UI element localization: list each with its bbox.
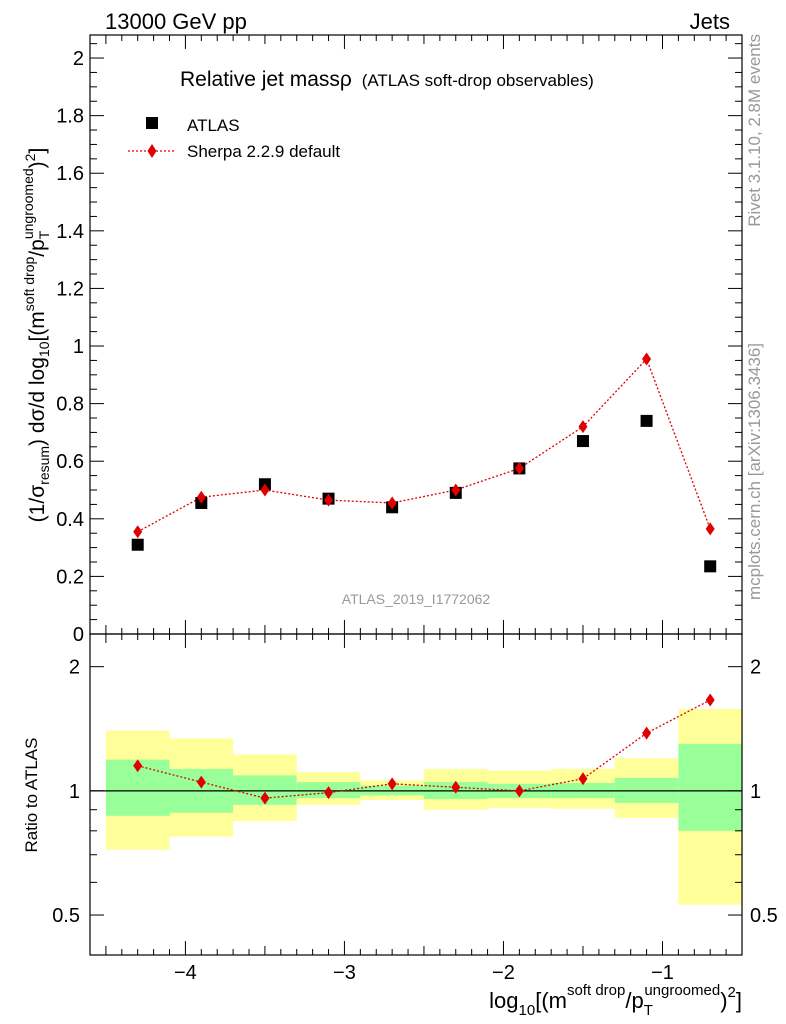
legend-marker-atlas [146,117,158,129]
sherpa-point [578,420,588,434]
ratio-sherpa-point [705,693,715,707]
sherpa-line [137,357,711,533]
header-right: Jets [690,9,730,34]
sherpa-point [514,461,524,475]
title-main: Relative jet mass [180,68,340,91]
legend-label-atlas: ATLAS [187,116,240,135]
x-tick-label: −1 [651,962,674,984]
ratio-y-tick-label-left: 2 [69,657,80,679]
watermark: ATLAS_2019_I1772062 [342,591,491,607]
ratio-ticks: −4 −3 −2 −1 0.5 0.5 1 1 2 2 [52,633,778,984]
atlas-point [131,538,144,551]
ratio-ylabel: Ratio to ATLAS [22,738,41,853]
title-sub: (ATLAS soft-drop observables) [362,71,594,90]
ratio-y-tick-label-left: 0.5 [52,905,80,927]
y-tick-label: 0.6 [56,451,84,473]
ratio-y-tick-label-right: 0.5 [750,905,778,927]
y-tick-label: 1.2 [56,278,84,300]
x-tick-label: −4 [174,962,197,984]
y-tick-label: 0.8 [56,394,84,416]
ratio-sherpa-point [133,759,143,773]
mcplots-label: mcplots.cern.ch [arXiv:1306.3436] [745,343,764,600]
ratio-sherpa-point [642,726,652,740]
svg-text:Relative jet massρ (AT: Relative jet massρ (ATLAS soft-drop obse… [180,68,594,91]
main-ylabel: (1/σresum) dσ/d log10[(msoft drop/pTungr… [20,148,52,523]
y-tick-label: 0.4 [56,509,84,531]
ratio-marks [90,693,742,805]
sherpa-point [705,522,715,536]
sherpa-point [387,496,397,510]
y-tick-label: 1.6 [56,163,84,185]
ratio-frame [89,633,743,956]
atlas-point [704,560,717,573]
y-tick-label: 0.2 [56,566,84,588]
atlas-point [640,414,653,427]
chart-title: Relative jet massρ (ATLAS soft-drop obse… [180,68,594,91]
ratio-y-tick-label-right: 2 [750,657,761,679]
x-tick-label: −2 [492,962,515,984]
y-tick-label: 2 [73,48,84,70]
ratio-y-tick-label-right: 1 [750,781,761,803]
sherpa-point [133,525,143,539]
sherpa-point [324,493,334,507]
ratio-sherpa-point [514,784,524,798]
header-left: 13000 GeV pp [105,9,247,34]
x-tick-label: −3 [333,962,356,984]
ratio-sherpa-point [196,775,206,789]
ratio-panel: −4 −3 −2 −1 0.5 0.5 1 1 2 2 Ratio to ATLAS log10[… [22,633,778,1019]
y-tick-label: 1 [73,336,84,358]
ratio-sherpa-point [260,791,270,805]
sherpa-point [196,490,206,504]
ratio-xlabel: log10[(msoft drop/pTungroomed)2] [489,982,742,1019]
main-ticks: 0 0.2 0.4 0.6 0.8 1 1.2 1.4 1.6 1.8 2 [56,34,743,646]
sherpa-point [451,483,461,497]
y-tick-label: 1.4 [56,221,84,243]
title-rho: ρ [340,68,352,91]
ratio-sherpa-point [324,786,334,800]
legend: ATLAS Sherpa 2.2.9 default [128,116,340,161]
band-inner [678,743,742,831]
sherpa-point [642,352,652,366]
main-marks [131,352,717,573]
legend-marker-sherpa [147,144,157,158]
y-tick-label: 0 [73,624,84,646]
legend-label-sherpa: Sherpa 2.2.9 default [187,142,340,161]
atlas-point [576,435,589,448]
main-panel: 0 0.2 0.4 0.6 0.8 1 1.2 1.4 1.6 1.8 2 Relative jet… [20,34,743,646]
ratio-y-tick-label-left: 1 [69,781,80,803]
ratio-sherpa-point [387,777,397,791]
ratio-sherpa-point [578,772,588,786]
y-tick-label: 1.8 [56,106,84,128]
ratio-sherpa-point [451,780,461,794]
sherpa-point [260,483,270,497]
rivet-label: Rivet 3.1.10, 2.8M events [745,34,764,227]
